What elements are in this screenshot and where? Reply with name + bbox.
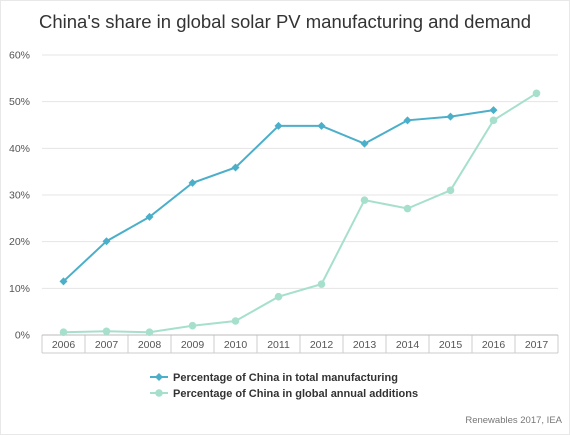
legend-marker-manufacturing (155, 373, 163, 381)
series-layer (59, 89, 541, 337)
data-point-manufacturing (317, 121, 326, 130)
legend-marker-additions (155, 389, 163, 397)
data-point-additions (145, 328, 154, 337)
data-point-manufacturing (188, 178, 197, 187)
data-point-manufacturing (446, 112, 455, 121)
x-tick-label: 2008 (138, 339, 162, 351)
y-tick-label: 50% (9, 96, 30, 108)
x-tick-label: 2016 (482, 339, 506, 351)
data-point-manufacturing (489, 106, 498, 115)
chart-title: China's share in global solar PV manufac… (38, 11, 532, 32)
x-tick-label: 2007 (95, 339, 119, 351)
data-point-additions (102, 327, 111, 336)
y-tick-label: 40% (9, 143, 30, 155)
x-tick-label: 2014 (396, 339, 420, 351)
x-tick-label: 2006 (52, 339, 76, 351)
data-point-additions (489, 116, 498, 125)
x-tick-label: 2017 (525, 339, 549, 351)
data-point-additions (403, 204, 412, 213)
legend: Percentage of China in total manufacturi… (150, 372, 418, 400)
x-tick-label: 2013 (353, 339, 377, 351)
data-point-manufacturing (274, 121, 283, 130)
x-tick-label: 2012 (310, 339, 334, 351)
x-tick-label: 2011 (267, 339, 290, 351)
y-tick-label: 60% (9, 50, 30, 62)
source-note: Renewables 2017, IEA (465, 415, 562, 426)
data-point-additions (446, 186, 455, 195)
data-point-additions (188, 321, 197, 330)
data-point-additions (231, 317, 240, 325)
data-point-additions (274, 292, 283, 301)
series-line-manufacturing (62, 109, 494, 283)
x-tick-label: 2015 (439, 339, 463, 351)
legend-label: Percentage of China in total manufacturi… (173, 372, 398, 384)
data-point-additions (360, 196, 369, 204)
x-tick-label: 2010 (224, 339, 248, 351)
data-point-additions (317, 280, 326, 288)
data-point-manufacturing (59, 277, 68, 286)
grid-layer (42, 54, 558, 289)
data-point-manufacturing (231, 163, 240, 172)
data-point-additions (532, 89, 541, 98)
y-tick-label: 30% (9, 190, 30, 202)
x-tick-label: 2009 (181, 339, 205, 351)
data-point-manufacturing (360, 139, 369, 148)
y-tick-label: 0% (15, 330, 30, 342)
data-point-manufacturing (102, 237, 111, 246)
y-tick-label: 20% (9, 236, 30, 248)
y-tick-label: 10% (9, 283, 30, 295)
data-point-manufacturing (145, 212, 154, 221)
legend-label: Percentage of China in global annual add… (173, 388, 418, 400)
axis-layer: 0% 10% 20% 30% 40% 50% 60% 2006 2007 2008 2009 2010… (9, 50, 559, 354)
series-line-additions (63, 92, 538, 334)
data-point-additions (59, 328, 68, 337)
data-point-manufacturing (403, 116, 412, 125)
